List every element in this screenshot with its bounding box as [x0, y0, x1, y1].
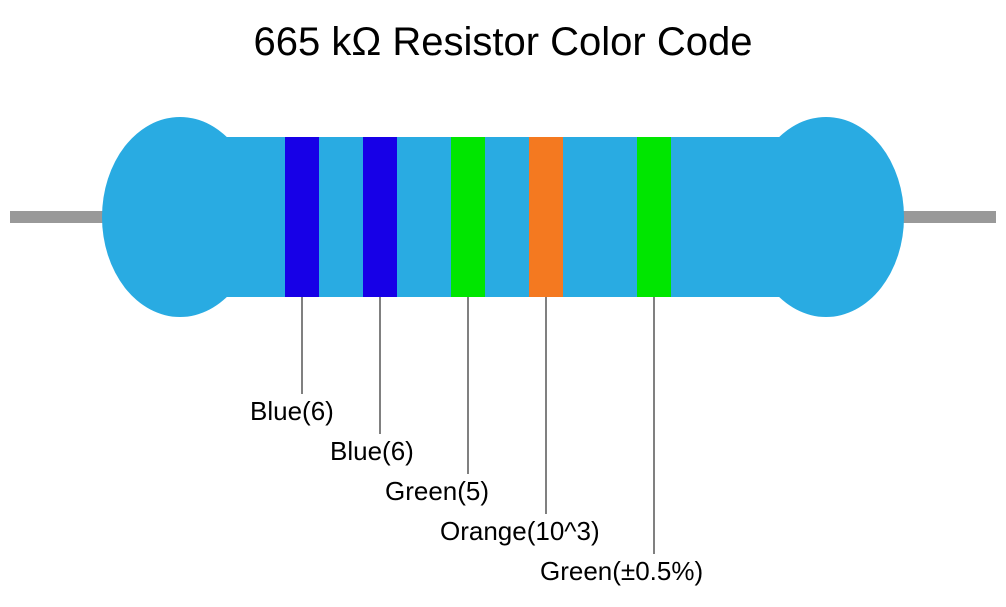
- band-4-label: Orange(10^3): [440, 516, 600, 546]
- band-5: [637, 137, 671, 297]
- band-2-label: Blue(6): [330, 436, 414, 466]
- band-4: [529, 137, 563, 297]
- band-1-label: Blue(6): [250, 396, 334, 426]
- band-3-label: Green(5): [385, 476, 489, 506]
- band-1: [285, 137, 319, 297]
- resistor-diagram: 665 kΩ Resistor Color Code Blue(6) Blue(6)…: [0, 0, 1006, 607]
- diagram-title: 665 kΩ Resistor Color Code: [253, 20, 752, 64]
- band-5-label: Green(±0.5%): [540, 556, 703, 586]
- band-3: [451, 137, 485, 297]
- band-2: [363, 137, 397, 297]
- resistor-body: [180, 137, 826, 297]
